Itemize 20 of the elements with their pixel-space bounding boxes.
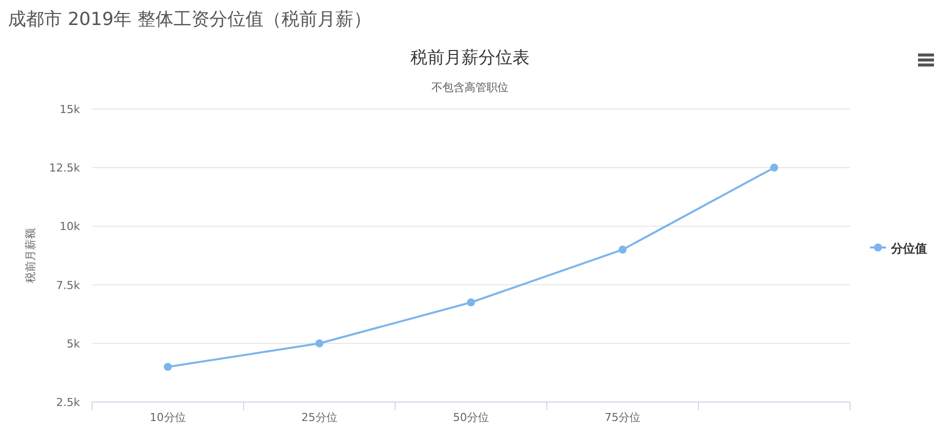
y-tick-label: 7.5k [56,278,81,292]
x-tick-label: 75分位 [604,411,641,424]
y-tick-label: 10k [60,220,81,234]
text: 成都市 2019年 整体工资分位值（税前月薪） [8,9,372,30]
x-tick-label: 50分位 [453,411,489,424]
point [315,339,324,348]
y-tick-label: 2.5k [56,396,81,409]
x-tick-label: 25分位 [301,411,338,424]
chart-subtitle: 不包含高管职位 [432,81,508,94]
point [770,164,778,172]
legend-label: 分位值 [890,242,927,256]
point [467,298,475,306]
chart-title: 税前月薪分位表 [410,48,530,68]
point [618,246,627,254]
point [164,362,172,371]
y-tick-label: 12.5k [49,162,81,175]
y-tick-label: 15k [60,103,81,116]
x-tick-label: 10分位 [150,411,186,424]
y-tick-label: 5k [66,337,81,350]
y-axis-title: 税前月薪额 [24,228,37,283]
